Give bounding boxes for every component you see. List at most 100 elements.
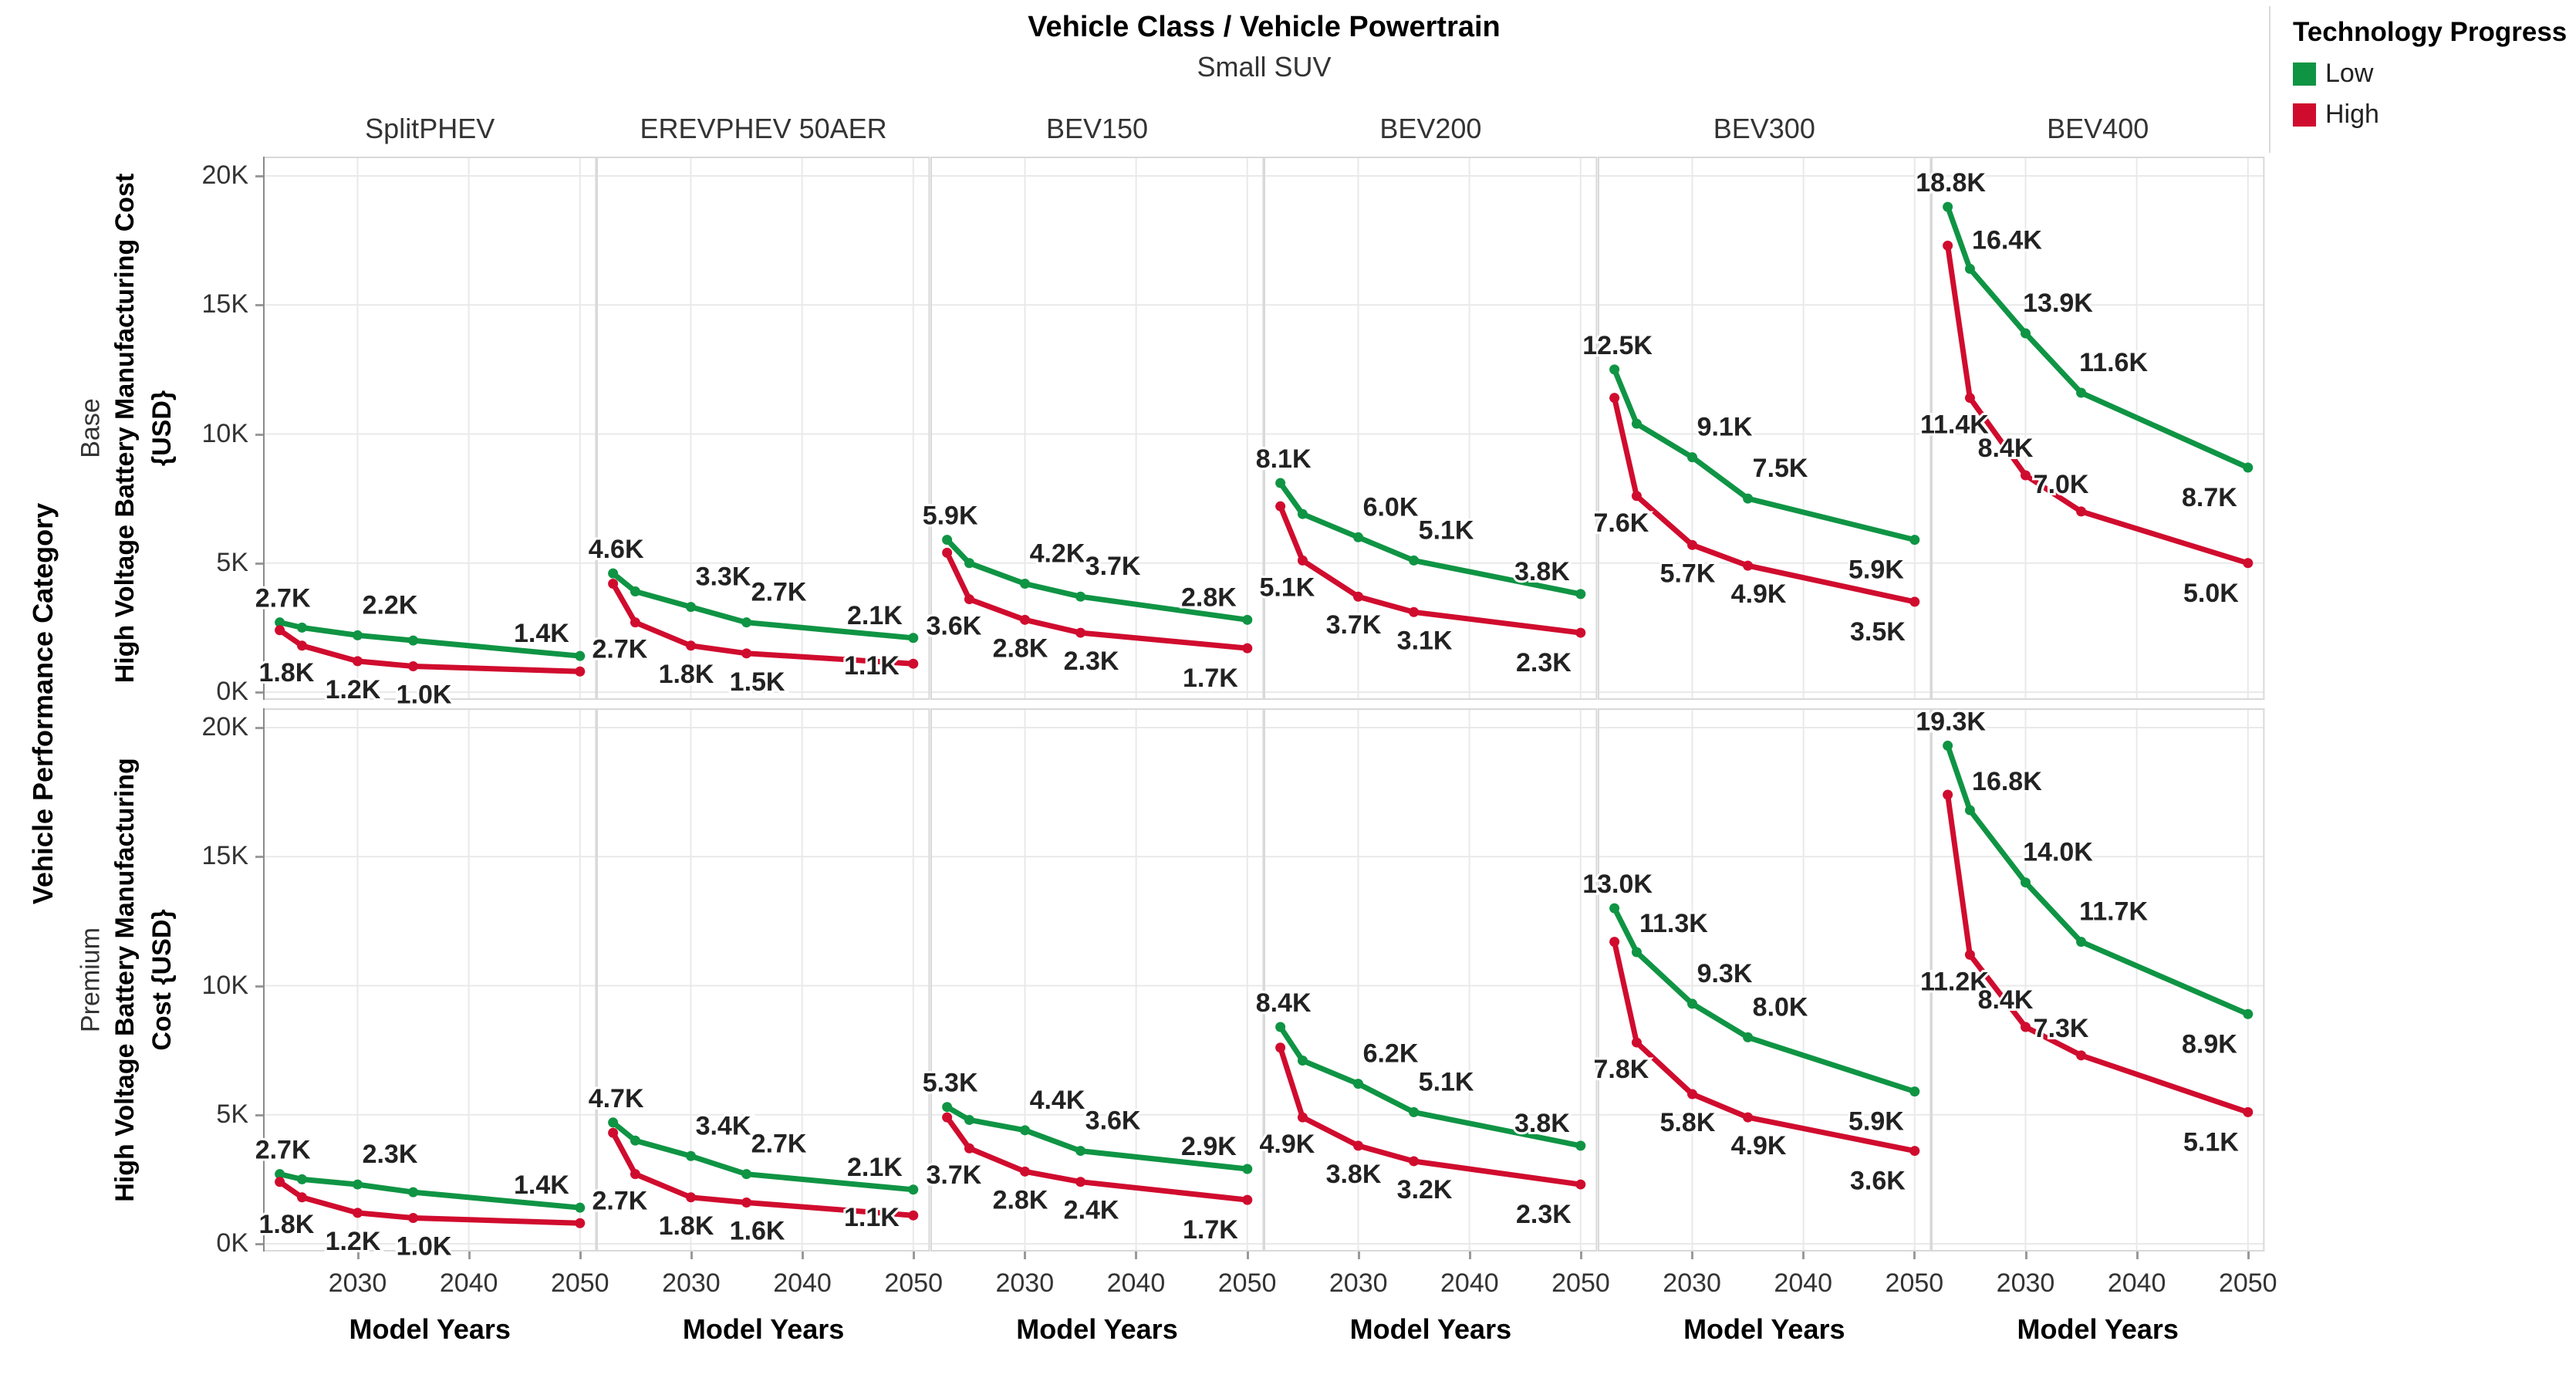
data-point[interactable] xyxy=(1075,591,1085,602)
data-point[interactable] xyxy=(2021,328,2031,339)
data-point[interactable] xyxy=(1575,589,1586,600)
data-point[interactable] xyxy=(1242,1164,1253,1174)
data-point[interactable] xyxy=(1353,1140,1364,1151)
data-point[interactable] xyxy=(2076,506,2087,517)
data-point[interactable] xyxy=(1742,1032,1753,1042)
data-point[interactable] xyxy=(941,535,952,546)
data-point[interactable] xyxy=(1275,478,1286,488)
data-point[interactable] xyxy=(1964,949,1975,960)
data-point[interactable] xyxy=(741,1169,752,1180)
legend-item-low[interactable]: Low xyxy=(2293,59,2567,89)
data-point[interactable] xyxy=(296,640,307,651)
data-point[interactable] xyxy=(1019,614,1030,625)
data-point[interactable] xyxy=(275,1169,285,1180)
data-point[interactable] xyxy=(1575,627,1586,638)
data-point[interactable] xyxy=(1298,1112,1308,1123)
data-point[interactable] xyxy=(1298,508,1308,519)
legend-item-high[interactable]: High xyxy=(2293,100,2567,130)
data-point[interactable] xyxy=(608,1127,619,1138)
data-point[interactable] xyxy=(2021,470,2031,481)
data-point[interactable] xyxy=(630,586,641,597)
data-point[interactable] xyxy=(1353,1079,1364,1089)
data-point[interactable] xyxy=(1353,591,1364,602)
data-point[interactable] xyxy=(353,630,363,640)
data-point[interactable] xyxy=(1964,263,1975,274)
data-point[interactable] xyxy=(296,622,307,633)
data-point[interactable] xyxy=(2076,1050,2087,1061)
data-point[interactable] xyxy=(2243,1008,2254,1019)
data-point[interactable] xyxy=(2243,558,2254,569)
data-point[interactable] xyxy=(2243,462,2254,473)
data-point[interactable] xyxy=(1909,1146,1919,1157)
data-point[interactable] xyxy=(608,579,619,589)
data-point[interactable] xyxy=(1575,1140,1586,1151)
data-point[interactable] xyxy=(608,1117,619,1128)
data-point[interactable] xyxy=(1686,998,1697,1009)
data-point[interactable] xyxy=(1964,393,1975,404)
data-point[interactable] xyxy=(941,1112,952,1123)
data-point[interactable] xyxy=(1019,1166,1030,1177)
data-point[interactable] xyxy=(1242,1194,1253,1205)
data-point[interactable] xyxy=(2076,387,2087,398)
data-point[interactable] xyxy=(630,1169,641,1180)
data-point[interactable] xyxy=(908,1210,919,1221)
data-point[interactable] xyxy=(575,666,586,677)
data-point[interactable] xyxy=(2243,1106,2254,1117)
data-point[interactable] xyxy=(1298,555,1308,566)
data-point[interactable] xyxy=(1075,627,1085,638)
data-point[interactable] xyxy=(1019,579,1030,589)
data-point[interactable] xyxy=(1631,947,1642,958)
data-point[interactable] xyxy=(1686,539,1697,550)
data-point[interactable] xyxy=(1631,1037,1642,1048)
data-point[interactable] xyxy=(1909,596,1919,607)
data-point[interactable] xyxy=(630,1135,641,1146)
data-point[interactable] xyxy=(608,568,619,579)
data-point[interactable] xyxy=(408,1213,419,1224)
data-point[interactable] xyxy=(408,661,419,672)
data-point[interactable] xyxy=(1019,1125,1030,1136)
data-point[interactable] xyxy=(1631,491,1642,502)
data-point[interactable] xyxy=(1742,493,1753,504)
data-point[interactable] xyxy=(2021,1022,2031,1032)
data-point[interactable] xyxy=(964,1114,974,1125)
data-point[interactable] xyxy=(941,547,952,558)
data-point[interactable] xyxy=(1909,535,1919,546)
data-point[interactable] xyxy=(1609,393,1619,404)
data-point[interactable] xyxy=(964,594,974,605)
data-point[interactable] xyxy=(1943,201,1953,212)
data-point[interactable] xyxy=(741,1197,752,1208)
data-point[interactable] xyxy=(1409,1106,1420,1117)
data-point[interactable] xyxy=(686,602,697,613)
data-point[interactable] xyxy=(1275,1042,1286,1053)
data-point[interactable] xyxy=(686,1150,697,1161)
data-point[interactable] xyxy=(1275,501,1286,512)
data-point[interactable] xyxy=(964,558,974,569)
data-point[interactable] xyxy=(686,640,697,651)
data-point[interactable] xyxy=(1075,1146,1085,1157)
data-point[interactable] xyxy=(908,633,919,644)
data-point[interactable] xyxy=(1742,1112,1753,1123)
data-point[interactable] xyxy=(353,656,363,667)
data-point[interactable] xyxy=(1943,240,1953,251)
data-point[interactable] xyxy=(1353,532,1364,542)
data-point[interactable] xyxy=(630,617,641,628)
data-point[interactable] xyxy=(353,1208,363,1218)
data-point[interactable] xyxy=(1686,452,1697,463)
data-point[interactable] xyxy=(1298,1056,1308,1066)
data-point[interactable] xyxy=(1909,1086,1919,1097)
data-point[interactable] xyxy=(296,1174,307,1184)
data-point[interactable] xyxy=(1609,903,1619,914)
data-point[interactable] xyxy=(941,1102,952,1113)
data-point[interactable] xyxy=(1609,937,1619,948)
data-point[interactable] xyxy=(1075,1177,1085,1187)
data-point[interactable] xyxy=(1686,1089,1697,1100)
data-point[interactable] xyxy=(1609,364,1619,375)
data-point[interactable] xyxy=(1964,805,1975,816)
data-point[interactable] xyxy=(275,1177,285,1187)
data-point[interactable] xyxy=(1242,643,1253,654)
data-point[interactable] xyxy=(1409,555,1420,566)
data-point[interactable] xyxy=(353,1179,363,1190)
data-point[interactable] xyxy=(1943,740,1953,751)
data-point[interactable] xyxy=(1631,418,1642,429)
data-point[interactable] xyxy=(2076,937,2087,948)
